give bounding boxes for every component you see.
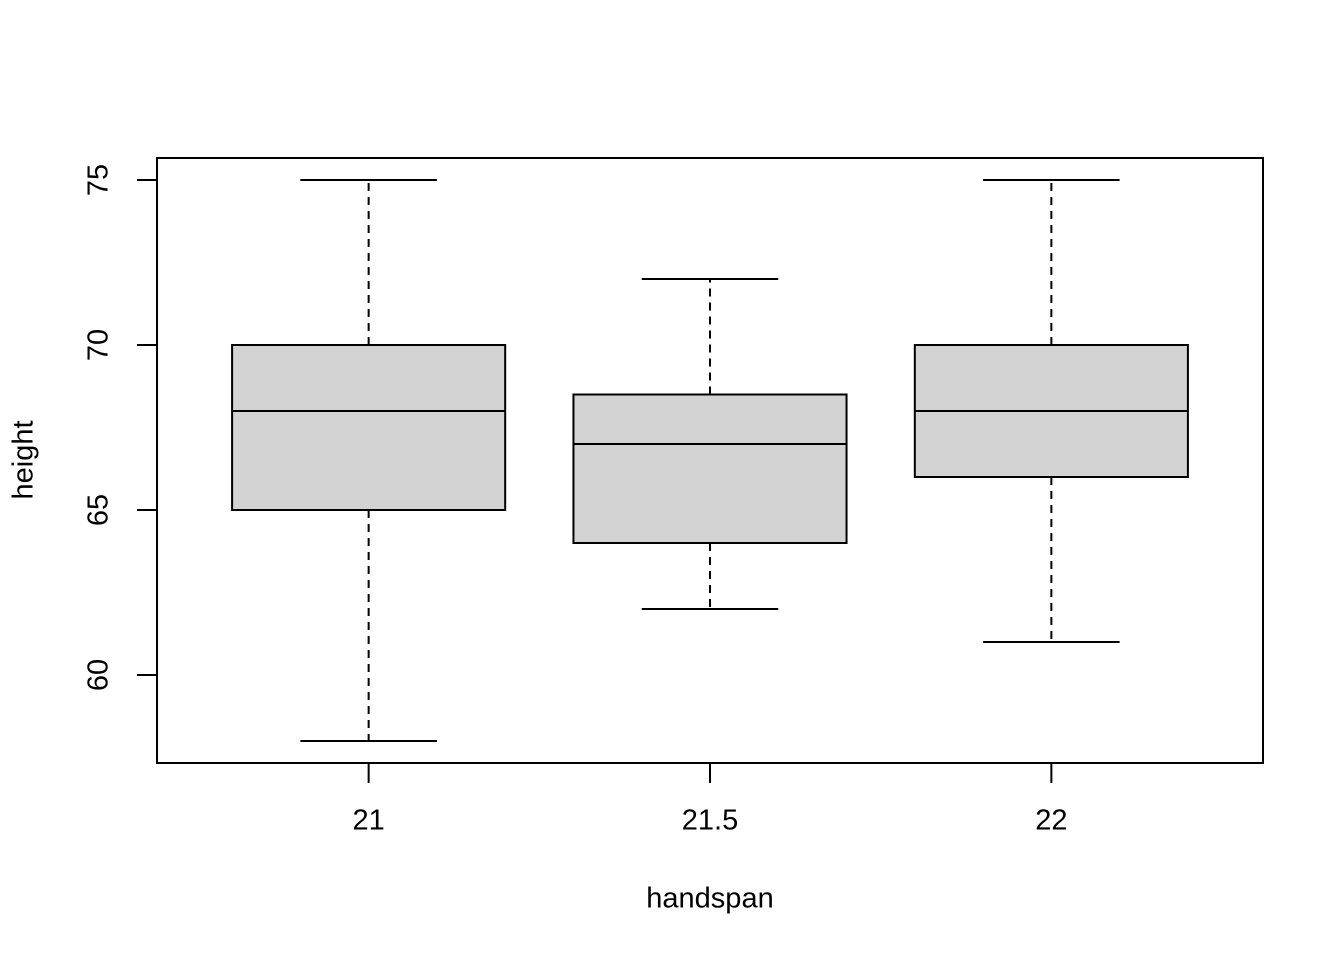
x-axis-label: handspan xyxy=(646,883,773,915)
box xyxy=(231,344,507,511)
y-tick-label: 70 xyxy=(83,329,115,361)
y-tick-label: 75 xyxy=(83,164,115,196)
x-tick-label: 21.5 xyxy=(682,805,738,837)
y-axis-label: height xyxy=(8,420,40,499)
box xyxy=(572,393,848,544)
x-tick-label: 21 xyxy=(353,805,385,837)
x-tick-label: 22 xyxy=(1035,805,1067,837)
y-tick-label: 60 xyxy=(83,659,115,691)
y-tick-label: 65 xyxy=(83,494,115,526)
